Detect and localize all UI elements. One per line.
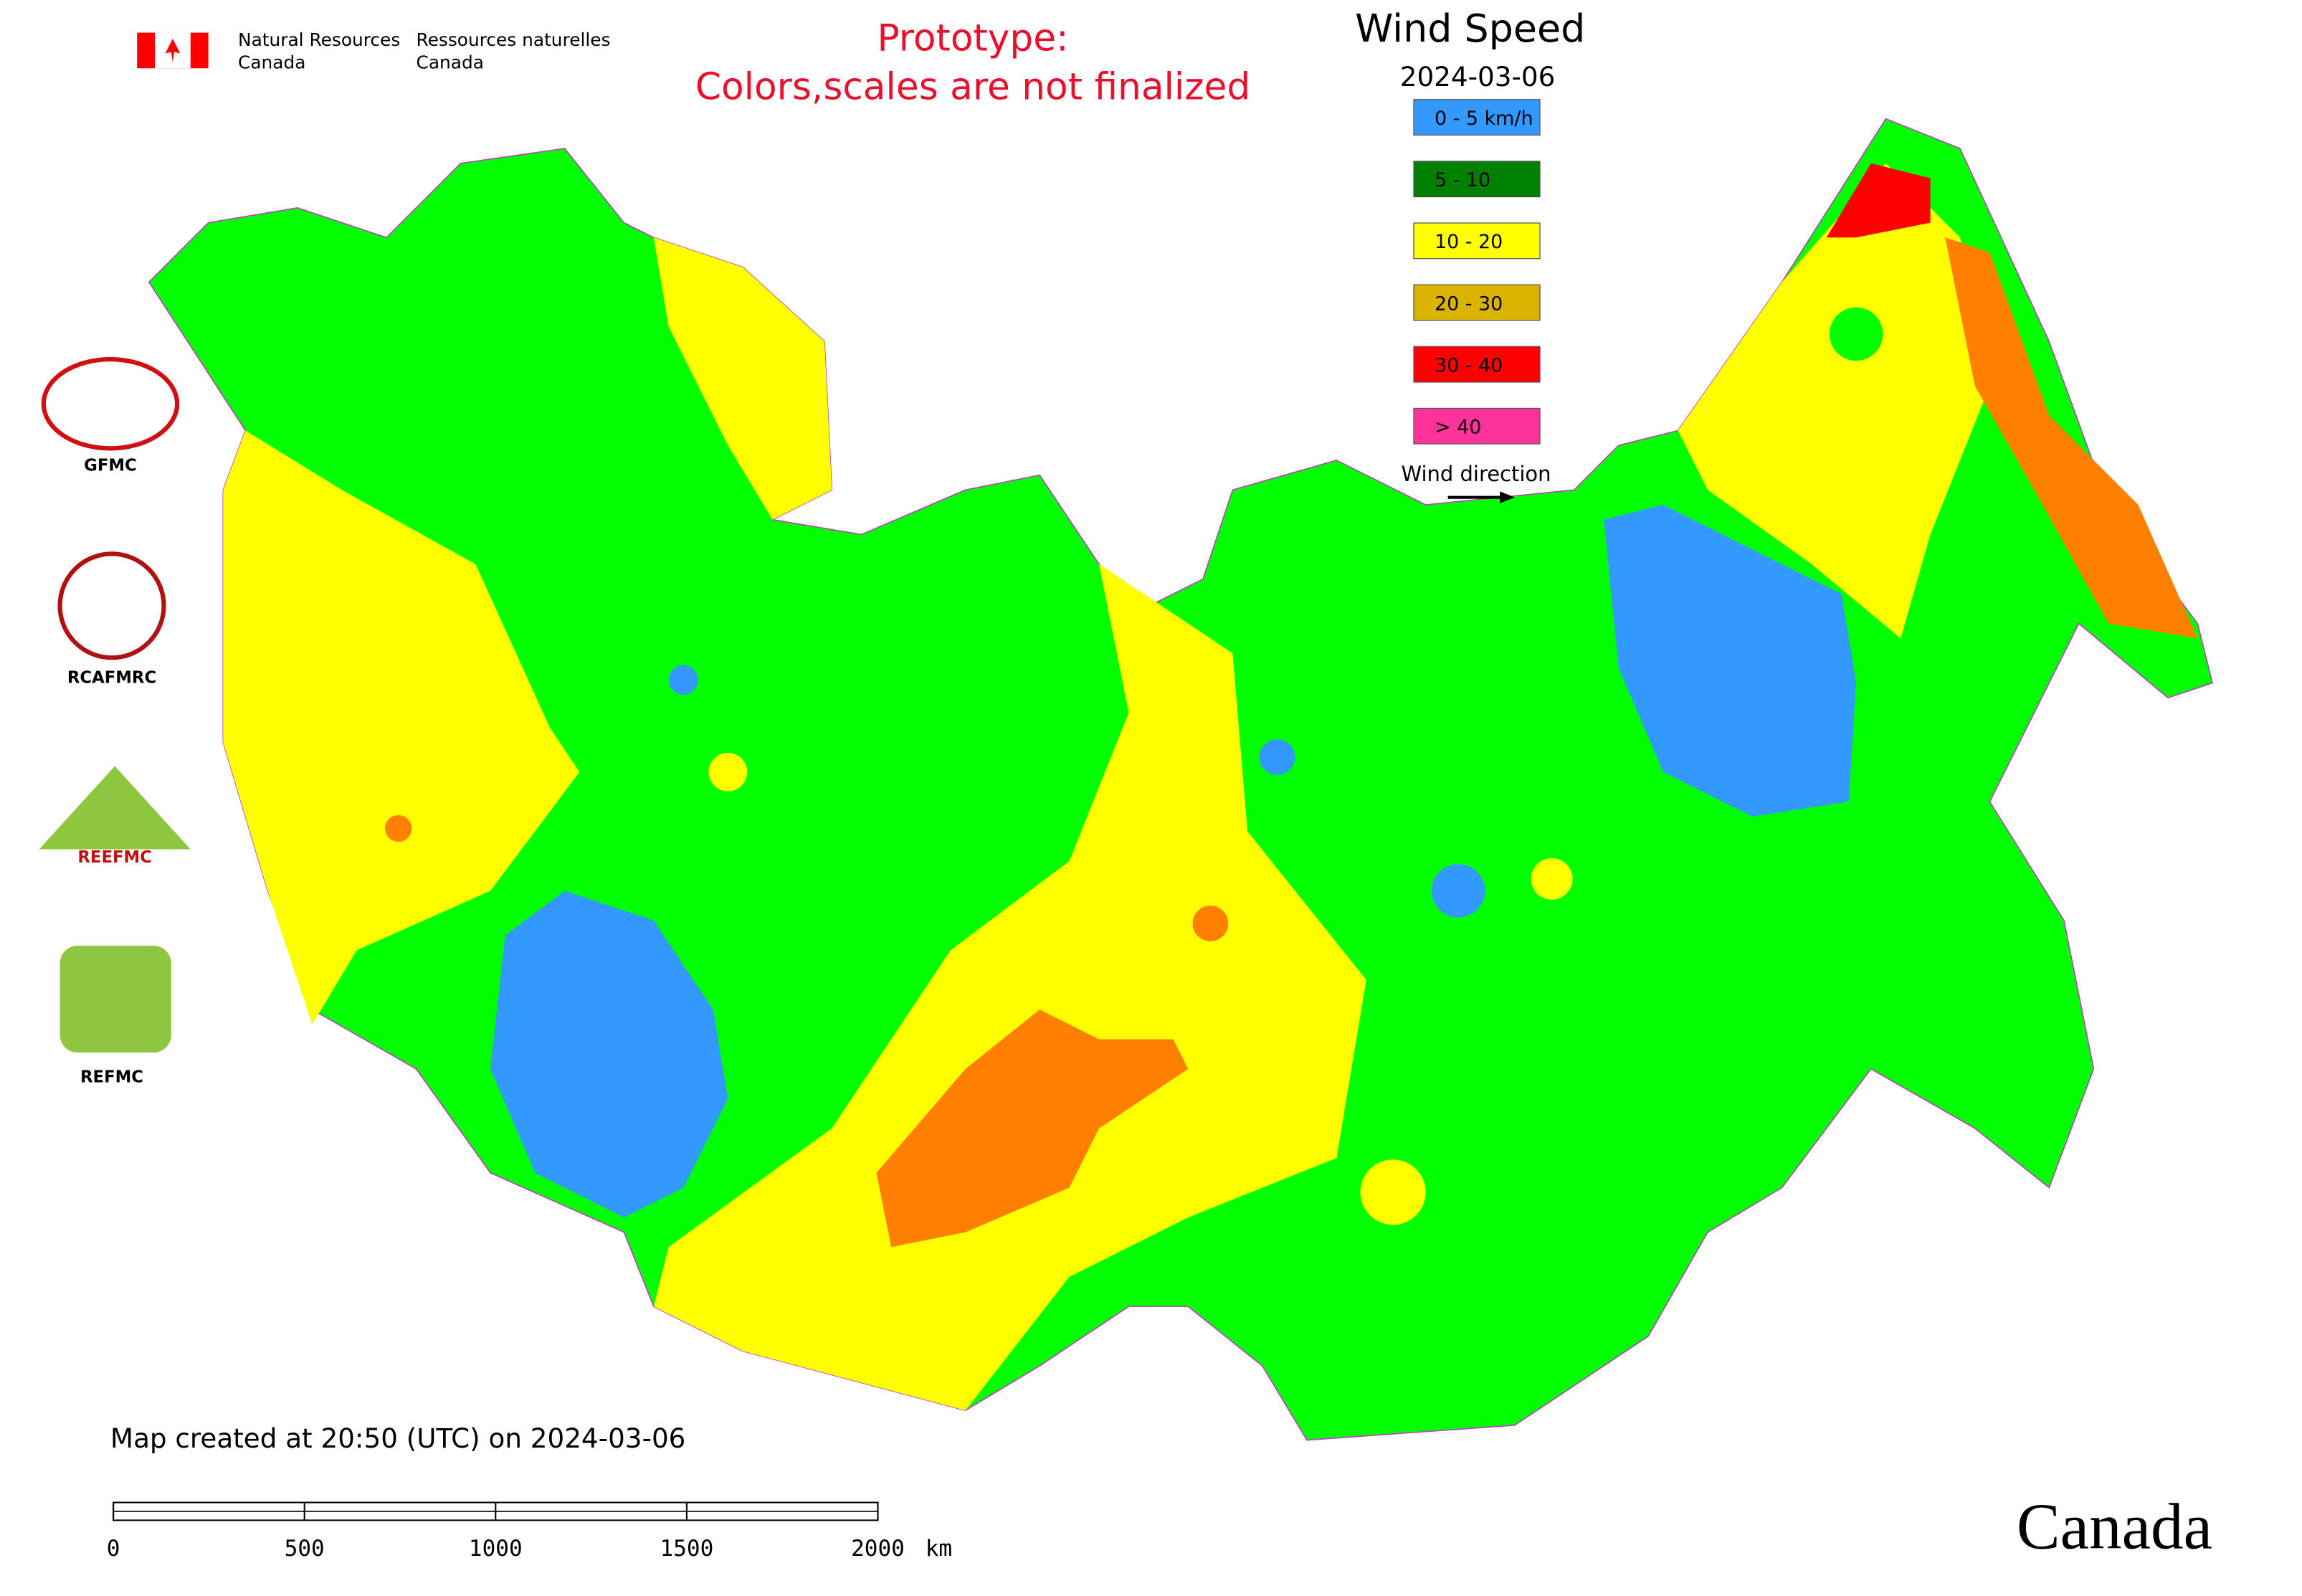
zone: [1431, 864, 1485, 918]
map: [148, 118, 2214, 1441]
logo: [60, 946, 171, 1053]
footer: Map created at 20:50 (UTC) on 2024-03-06…: [107, 1422, 2212, 1563]
legend-title: Wind Speed: [1355, 6, 1585, 51]
zone: [1192, 906, 1229, 941]
zone: [1826, 163, 1931, 238]
agency: Ressources naturelles: [417, 29, 611, 50]
scale-label: 1500: [660, 1536, 713, 1562]
legend-swatch: [1413, 407, 1541, 445]
legend: Wind Speed 2024-03-06 Wind direction 0 -…: [1355, 6, 1585, 503]
notice: Prototype:: [877, 16, 1068, 60]
legend-label: 0 - 5 km/h: [1435, 108, 1533, 130]
agency: Natural Resources: [238, 29, 400, 50]
zone: [876, 1010, 1189, 1248]
scale-unit: km: [926, 1536, 952, 1562]
legend-swatch: [1413, 284, 1541, 321]
zone: [1604, 505, 1857, 817]
wordmark: Canada: [2017, 1491, 2212, 1563]
zone: [1829, 307, 1883, 361]
logo: [39, 766, 191, 850]
agency: Canada: [238, 52, 305, 72]
legend-swatch: [1413, 222, 1541, 260]
zone: [385, 814, 412, 842]
legend-label: > 40: [1435, 417, 1481, 439]
logo-label: REFMC: [80, 1068, 143, 1087]
logo: [57, 551, 166, 660]
wind-direction: Wind direction: [1401, 462, 1551, 486]
zone: [1678, 163, 1990, 639]
scale-label: 0: [107, 1536, 120, 1562]
zone: [1531, 858, 1573, 900]
header: Natural Resources Canada Ressources natu…: [137, 16, 1250, 109]
logo-label: GFMC: [84, 456, 137, 475]
legend-label: 20 - 30: [1435, 293, 1503, 315]
scale-label: 500: [285, 1536, 325, 1562]
zone: [1360, 1159, 1426, 1225]
flag: [165, 38, 181, 62]
logo: [41, 357, 180, 451]
zone: [708, 752, 748, 792]
logo-label: RCAFMRC: [67, 669, 156, 688]
legend-swatch: [1413, 346, 1541, 383]
scale-label: 2000: [851, 1536, 905, 1562]
created-note: Map created at 20:50 (UTC) on 2024-03-06: [110, 1422, 685, 1454]
zone: [653, 237, 832, 520]
scale-label: 1000: [469, 1536, 523, 1562]
arrow: [1500, 491, 1515, 503]
legend-label: 10 - 20: [1435, 231, 1503, 253]
zone: [1259, 739, 1295, 775]
zone: [223, 430, 580, 1025]
legend-swatch: [1413, 161, 1541, 198]
agency: Canada: [417, 52, 484, 72]
legend-swatch: [1413, 99, 1541, 136]
legend-label: 30 - 40: [1435, 355, 1503, 377]
legend-date: 2024-03-06: [1400, 61, 1556, 92]
notice: Colors,scales are not finalized: [695, 66, 1250, 109]
zone: [1945, 237, 2198, 639]
zone: [668, 665, 698, 695]
logos: GFMC RCAFMRC REEFMC REFMC: [39, 357, 191, 1087]
zone: [490, 890, 728, 1217]
legend-label: 5 - 10: [1435, 169, 1490, 191]
logo-label: REEFMC: [77, 848, 152, 867]
zone: [653, 564, 1366, 1411]
